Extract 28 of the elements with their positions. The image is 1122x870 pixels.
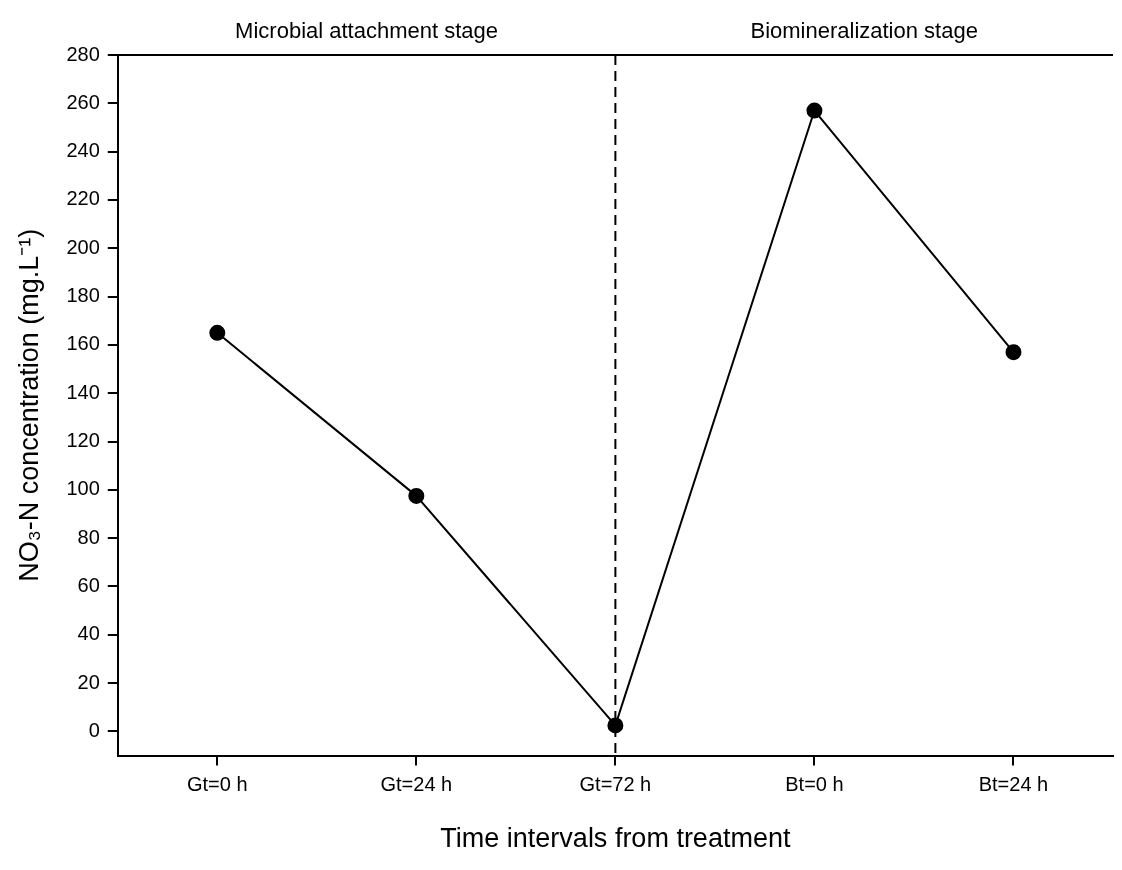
y-tick-label: 20 bbox=[77, 670, 100, 693]
y-tick-label: 240 bbox=[66, 139, 100, 162]
x-tick-label: Gt=72 h bbox=[579, 773, 652, 796]
y-tick-label: 220 bbox=[66, 187, 100, 210]
y-tick-label: 200 bbox=[66, 235, 100, 258]
y-axis-title: NO₃-N concentration (mg.L⁻¹) bbox=[13, 228, 44, 582]
y-tick-label: 80 bbox=[77, 525, 100, 548]
y-tick-label: 40 bbox=[77, 622, 100, 645]
y-tick-label: 0 bbox=[88, 718, 100, 741]
y-tick-label: 140 bbox=[66, 380, 100, 403]
x-tick-label: Bt=0 h bbox=[785, 773, 844, 796]
x-tick-label: Bt=24 h bbox=[978, 773, 1049, 796]
point bbox=[408, 487, 425, 504]
y-tick-label: 180 bbox=[66, 284, 100, 307]
point bbox=[1005, 344, 1022, 361]
x-axis-title: Time intervals from treatment bbox=[440, 823, 791, 854]
y-tick-label: 280 bbox=[66, 42, 100, 65]
y-tick-label: 120 bbox=[66, 429, 100, 452]
point bbox=[806, 102, 823, 119]
text: Biomineralization stage bbox=[750, 18, 978, 44]
y-tick-label: 260 bbox=[66, 90, 100, 113]
x-tick-label: Gt=24 h bbox=[380, 773, 453, 796]
y-tick-label: 160 bbox=[66, 332, 100, 355]
y-tick-label: 60 bbox=[77, 574, 100, 597]
text: Microbial attachment stage bbox=[235, 18, 499, 44]
y-tick-label: 100 bbox=[66, 477, 100, 500]
point bbox=[209, 324, 226, 341]
x-tick-label: Gt=0 h bbox=[186, 773, 248, 796]
